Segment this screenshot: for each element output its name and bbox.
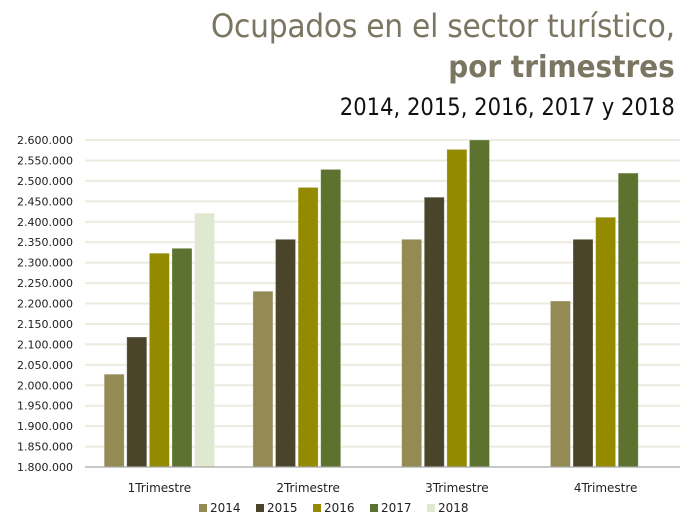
bar-2015-1Trimestre — [126, 336, 148, 468]
y-tick-label: 1.950.000 — [17, 400, 73, 413]
y-axis: 1.800.000 1.850.000 1.900.000 1.950.000 2.00… — [17, 134, 73, 474]
y-tick-label: 2.050.000 — [17, 359, 73, 372]
y-tick-label: 1.800.000 — [17, 461, 73, 474]
bar-2014-3Trimestre — [401, 238, 423, 468]
bar-2015-2Trimestre — [275, 238, 296, 468]
y-tick-label: 1.900.000 — [17, 420, 73, 433]
x-axis: 1Trimestre 2Trimestre 3Trimestre 4Trimestre — [85, 466, 680, 495]
bars — [103, 139, 639, 468]
y-tick-label: 2.600.000 — [17, 134, 73, 147]
y-tick-label: 2.150.000 — [17, 318, 73, 331]
bar-2016-3Trimestre — [446, 149, 468, 468]
legend-swatch-2016 — [313, 504, 321, 512]
y-tick-label: 2.350.000 — [17, 236, 73, 249]
y-tick-label: 2.300.000 — [17, 257, 73, 270]
x-tick-label: 3Trimestre — [425, 481, 489, 495]
legend-label: 2014 — [210, 501, 241, 515]
bar-2017-4Trimestre — [617, 172, 639, 468]
legend-swatch-2017 — [370, 504, 378, 512]
bar-2016-4Trimestre — [595, 216, 617, 468]
bar-2017-3Trimestre — [469, 139, 490, 468]
y-tick-label: 2.450.000 — [17, 195, 73, 208]
x-tick-label: 2Trimestre — [276, 481, 340, 495]
x-tick-label: 1Trimestre — [128, 481, 192, 495]
y-tick-label: 2.550.000 — [17, 154, 73, 167]
bar-2018-1Trimestre — [194, 212, 215, 468]
legend-label: 2015 — [267, 501, 298, 515]
legend-label: 2017 — [381, 501, 412, 515]
legend-swatch-2015 — [256, 504, 264, 512]
bar-2014-1Trimestre — [103, 373, 125, 468]
y-tick-label: 2.200.000 — [17, 298, 73, 311]
y-tick-label: 1.850.000 — [17, 441, 73, 454]
bar-2017-1Trimestre — [171, 247, 193, 468]
y-tick-label: 2.400.000 — [17, 216, 73, 229]
legend-swatch-2014 — [199, 504, 207, 512]
chart-title: Ocupados en el sector turístico, — [211, 7, 675, 45]
chart-subtitle: 2014, 2015, 2016, 2017 y 2018 — [340, 93, 675, 121]
bar-2015-3Trimestre — [423, 196, 445, 468]
x-tick-label: 4Trimestre — [574, 481, 638, 495]
bar-2016-2Trimestre — [297, 187, 319, 468]
y-tick-label: 2.500.000 — [17, 175, 73, 188]
legend: 2014 2015 2016 2017 2018 — [199, 501, 469, 515]
y-tick-label: 2.250.000 — [17, 277, 73, 290]
legend-label: 2018 — [438, 501, 469, 515]
bar-2016-1Trimestre — [148, 252, 170, 468]
bar-2014-2Trimestre — [252, 290, 274, 468]
legend-swatch-2018 — [427, 504, 435, 512]
legend-label: 2016 — [324, 501, 355, 515]
chart-title-block: Ocupados en el sector turístico, por tri… — [176, 0, 675, 124]
bar-2017-2Trimestre — [320, 169, 342, 468]
bar-2015-4Trimestre — [572, 238, 594, 468]
bar-2014-4Trimestre — [550, 300, 571, 468]
y-tick-label: 2.000.000 — [17, 379, 73, 392]
chart-title-bold: por trimestres — [448, 50, 675, 85]
y-tick-label: 2.100.000 — [17, 338, 73, 351]
